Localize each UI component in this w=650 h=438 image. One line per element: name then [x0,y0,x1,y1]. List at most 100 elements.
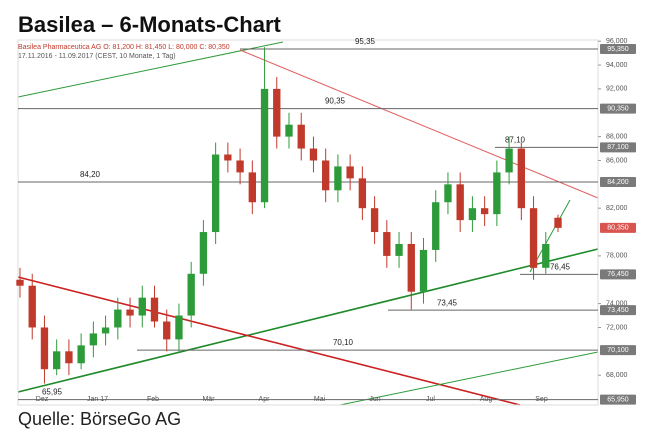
level-tag [600,394,636,405]
level-annotation: 70,10 [333,338,354,347]
candle-body [542,243,550,268]
level-annotation: 84,20 [80,170,101,179]
level-annotation: 65,95 [42,388,63,397]
candle-body [236,160,244,173]
x-tick-label: Jul [426,396,435,403]
level-annotation: 87,10 [505,135,526,144]
candle-body [297,124,305,149]
candle-body [444,184,452,203]
y-tick-label: 72,000 [606,324,628,331]
level-tag [600,43,636,54]
candle-body [260,88,269,203]
y-tick-label: 78,000 [606,253,628,260]
trend-line [17,276,521,406]
level-tag-label: 65,950 [607,396,629,403]
price-tag [600,222,636,233]
x-tick-label: Jun [369,396,380,403]
level-tag [600,142,636,153]
level-annotation: 95,35 [355,37,376,46]
candle-body [248,172,256,203]
candle-body [187,273,195,316]
candle-body [77,345,85,364]
candle-body [285,124,293,137]
candle-body [211,154,220,233]
candle-body [53,351,61,370]
level-tag-label: 76,450 [607,271,629,278]
date-range: 17.11.2016 - 11.09.2017 (CEST, 10 Monate… [18,53,176,60]
level-tag-label: 90,350 [607,105,629,112]
candle-body [554,217,562,228]
candle-body [89,333,98,346]
plot-area [17,39,599,406]
x-tick-label: Mai [314,396,326,403]
x-tick-label: Feb [147,396,159,403]
trend-line [17,248,599,393]
candle-body [322,160,330,191]
price-tag-label: 80,350 [607,225,629,232]
y-tick-label: 74,000 [606,300,628,307]
level-annotation: 73,45 [437,298,458,307]
candle-body [163,321,171,340]
candle-body [346,166,354,179]
candle-body [480,208,489,215]
candle-body [199,232,208,274]
level-tag-label: 70,100 [607,347,629,354]
x-tick-label: Apr [259,396,271,403]
y-tick-label: 86,000 [606,157,628,164]
level-tag [600,176,636,187]
candle-body [224,154,232,161]
candle-body [16,279,24,286]
instrument-info: Basilea Pharmaceutica AG O: 81,200 H: 81… [18,44,230,51]
x-tick-label: Jan 17 [87,396,108,403]
level-tag [600,103,636,114]
candle-body [65,351,73,364]
candle-body [529,208,538,268]
trend-line [239,49,599,199]
level-tag [600,305,636,316]
level-annotation: 90,35 [325,97,346,106]
chart-title: Basilea – 6-Monats-Chart [18,12,282,37]
x-tick-label: Mär [202,396,215,403]
trend-line [17,41,284,98]
y-tick-label: 96,000 [606,38,628,45]
candle-body [370,208,379,233]
candle-body [456,184,464,221]
candle-body [407,243,415,292]
level-tag-label: 87,100 [607,144,629,151]
candle-body [114,309,122,328]
candle-body [505,148,513,173]
x-tick-label: Dez [36,396,49,403]
y-tick-label: 88,000 [606,133,628,140]
y-tick-label: 92,000 [606,86,628,93]
candle-body [150,297,159,322]
candle-body [40,327,49,370]
level-tag-label: 73,450 [607,307,629,314]
level-tag-label: 84,200 [607,179,629,186]
candle-body [334,166,342,191]
source: Quelle: BörseGo AG [18,409,181,429]
candle-body [101,327,110,334]
candle-body [432,202,440,250]
y-tick-label: 68,000 [606,372,628,379]
level-tag [600,269,636,280]
candle-body [468,208,477,221]
candle-body [28,285,36,328]
y-tick-label: 82,000 [606,205,628,212]
x-tick-label: Aug [480,396,493,403]
y-tick-label: 94,000 [606,62,628,69]
candle-body [383,232,391,256]
x-tick-label: Sep [535,396,548,403]
candle-body [273,88,281,137]
candle-body [175,315,183,340]
candle-body [395,243,403,256]
candle-body [358,178,367,209]
level-annotation: 76,45 [550,262,571,271]
trend-line [339,351,599,406]
candle-body [126,309,134,316]
candle-body [517,148,525,209]
candle-body [138,297,146,316]
candle-body [419,249,428,292]
candle-body [309,148,318,161]
